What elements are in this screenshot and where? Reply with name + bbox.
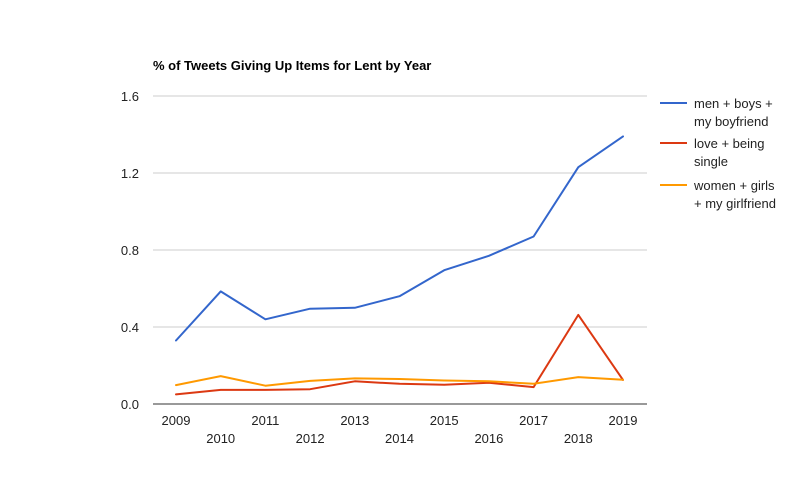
x-tick-label: 2019 [609, 413, 638, 428]
series-lines [175, 135, 624, 396]
y-tick-label: 0.8 [121, 243, 139, 258]
legend: men + boys + my boyfriend love + being sing… [660, 96, 776, 211]
legend-label: love + being [694, 136, 764, 151]
series-line-1 [175, 135, 624, 342]
series-line-3 [175, 375, 624, 387]
y-tick-label: 1.6 [121, 89, 139, 104]
x-tick-label: 2014 [385, 431, 414, 446]
legend-label: men + boys + [694, 96, 773, 111]
y-tick-label: 1.2 [121, 166, 139, 181]
x-tick-label: 2015 [430, 413, 459, 428]
legend-label: my boyfriend [694, 114, 768, 129]
x-tick-label: 2011 [251, 413, 279, 428]
y-tick-label: 0.4 [121, 320, 139, 335]
gridlines [153, 95, 647, 405]
legend-label: + my girlfriend [694, 196, 776, 211]
legend-label: single [694, 154, 728, 169]
x-tick-label: 2017 [519, 413, 548, 428]
x-tick-label: 2012 [296, 431, 325, 446]
y-axis-ticks: 0.0 0.4 0.8 1.2 1.6 [121, 89, 139, 412]
series-line-2 [175, 313, 624, 396]
y-tick-label: 0.0 [121, 397, 139, 412]
x-tick-label: 2010 [206, 431, 235, 446]
x-tick-label: 2009 [162, 413, 191, 428]
x-tick-label: 2016 [474, 431, 503, 446]
chart-title: % of Tweets Giving Up Items for Lent by … [153, 58, 431, 73]
x-axis-ticks: 2009 2010 2011 2012 2013 2014 2015 2016 2017 2018… [162, 413, 638, 446]
x-tick-label: 2013 [340, 413, 369, 428]
x-tick-label: 2018 [564, 431, 593, 446]
legend-label: women + girls [693, 178, 775, 193]
